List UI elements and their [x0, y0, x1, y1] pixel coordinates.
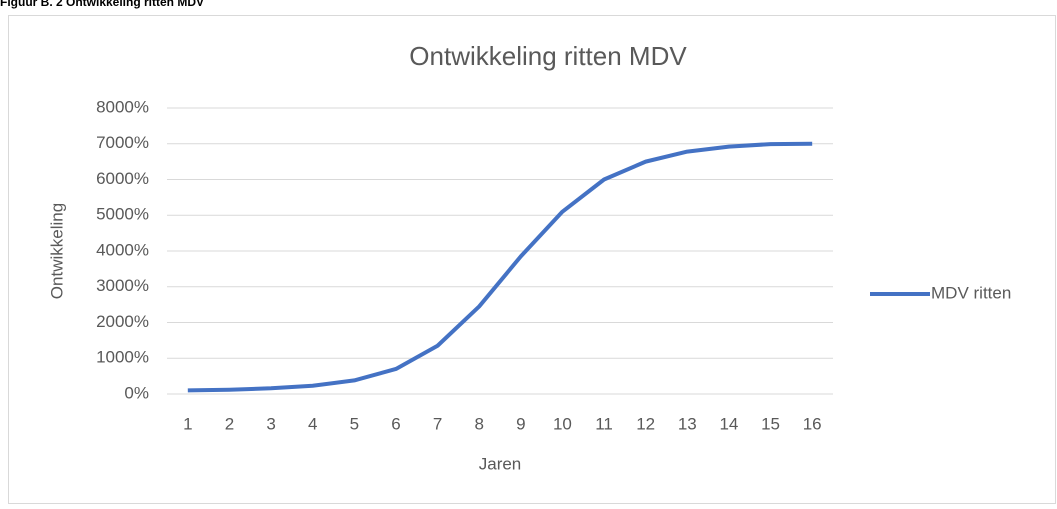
x-tick-label: 8: [474, 414, 483, 433]
x-tick-label: 12: [636, 414, 655, 433]
x-tick-label: 10: [553, 414, 572, 433]
y-tick-label: 7000%: [96, 133, 149, 152]
x-tick-label: 3: [266, 414, 275, 433]
y-tick-label: 2000%: [96, 312, 149, 331]
caption: Figuur B. 2 Ontwikkeling ritten MDV: [0, 0, 204, 9]
x-tick-label: 2: [225, 414, 234, 433]
y-tick-label: 0%: [124, 383, 149, 402]
x-tick-label: 13: [678, 414, 697, 433]
line-series: [187, 141, 813, 393]
y-tick-label: 1000%: [96, 348, 149, 367]
x-tick-label: 16: [803, 414, 822, 433]
y-tick-label: 6000%: [96, 169, 149, 188]
x-tick-label: 5: [350, 414, 359, 433]
x-tick-label: 11: [595, 414, 613, 433]
y-axis-label: Ontwikkeling: [47, 203, 66, 299]
x-tick-label: 4: [308, 414, 317, 433]
x-tick-label: 15: [761, 414, 780, 433]
chart-title: Ontwikkeling ritten MDV: [409, 41, 687, 71]
chart-frame: [8, 15, 1056, 504]
x-tick-label: 9: [516, 414, 525, 433]
x-tick-label: 7: [433, 414, 442, 433]
y-tick-label: 4000%: [96, 240, 149, 259]
x-tick-label: 14: [719, 414, 738, 433]
x-tick-label: 1: [183, 414, 192, 433]
y-tick-label: 8000%: [96, 97, 149, 116]
x-axis-label: Jaren: [479, 454, 522, 473]
x-tick-label: 6: [391, 414, 400, 433]
y-tick-label: 3000%: [96, 276, 149, 295]
legend-label: MDV ritten: [931, 283, 1011, 302]
y-tick-label: 5000%: [96, 205, 149, 224]
